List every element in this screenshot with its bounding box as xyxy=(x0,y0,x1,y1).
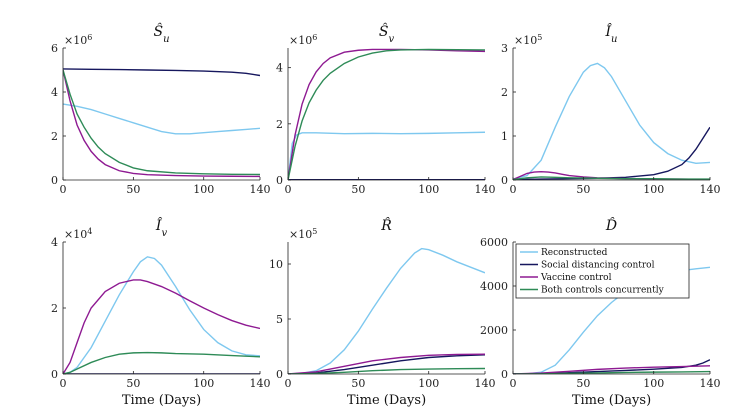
panel-5-y-tick-label-1: 2000 xyxy=(480,324,508,337)
panel-2-y-tick-label-2: 2 xyxy=(501,86,508,99)
panel-4: 0 50 100 140 0 5 10 ×105 R̂ Time (Days) xyxy=(269,216,496,408)
panel-5-xlabel: Time (Days) xyxy=(572,393,651,408)
panel-2-multiplier: ×105 xyxy=(514,33,542,48)
panel-0-y-tick-label-1: 2 xyxy=(51,130,58,143)
panel-5-x-tick-label-0: 0 xyxy=(510,377,517,390)
panel-3-xlabel: Time (Days) xyxy=(122,393,201,408)
panel-4-x-tick-label-2: 100 xyxy=(418,377,439,390)
panel-4-x-tick-label-3: 140 xyxy=(475,377,496,390)
panel-1-x-tick-label-2: 100 xyxy=(418,183,439,196)
panel-2-x-tick-label-1: 50 xyxy=(576,183,590,196)
panel-4-y-tick-label-2: 10 xyxy=(269,258,283,271)
panel-3-multiplier: ×104 xyxy=(64,227,92,242)
panel-2-series-0-line xyxy=(513,62,710,180)
panel-0-y-tick-label-3: 6 xyxy=(51,42,58,55)
panel-5-x-tick-label-3: 140 xyxy=(700,377,721,390)
panel-4-series-0-line xyxy=(288,247,485,374)
panel-4-multiplier: ×105 xyxy=(289,227,317,242)
panel-1-multiplier: ×106 xyxy=(289,33,317,48)
panel-4-xlabel: Time (Days) xyxy=(347,393,426,408)
panel-1-series-2-line xyxy=(288,48,485,180)
panel-5-title: D̂ xyxy=(605,216,617,234)
panel-2-x-tick-label-2: 100 xyxy=(643,183,664,196)
panel-0-x-tick-label-2: 100 xyxy=(193,183,214,196)
panel-0-y-tick-label-2: 4 xyxy=(51,86,58,99)
panel-4-y-tick-label-1: 5 xyxy=(276,313,283,326)
panel-0-series-3-line xyxy=(63,69,260,176)
panel-0-series-2-line xyxy=(63,69,260,178)
panel-0-x-tick-label-3: 140 xyxy=(250,183,271,196)
panel-5-x-tick-label-2: 100 xyxy=(643,377,664,390)
panel-5-y-tick-label-0: 0 xyxy=(501,368,508,381)
panel-0-title: Ŝu xyxy=(153,22,169,45)
panel-0: 0 50 100 140 0 2 4 6 ×106 Ŝu xyxy=(51,22,271,196)
panel-2-title: Îu xyxy=(605,22,618,45)
panel-3-x-tick-label-2: 100 xyxy=(193,377,214,390)
panel-0-multiplier: ×106 xyxy=(64,33,92,48)
panel-1-y-tick-label-0: 0 xyxy=(276,174,283,187)
panel-5-y-tick-label-3: 6000 xyxy=(480,236,508,249)
panel-4-series-1-line xyxy=(288,354,485,374)
legend-label-0: Reconstructed xyxy=(541,248,608,258)
panel-3-y-tick-label-0: 0 xyxy=(51,368,58,381)
panel-3-series-2-line xyxy=(63,279,260,374)
panel-3: 0 50 100 140 0 2 4 ×104 Îv Time (Days) xyxy=(51,216,271,408)
legend-label-1: Social distancing control xyxy=(541,261,655,271)
panel-0-x-tick-label-1: 50 xyxy=(126,183,140,196)
panel-4-x-tick-label-0: 0 xyxy=(285,377,292,390)
legend-label-2: Vaccine control xyxy=(540,273,612,283)
panel-0-series-1-line xyxy=(63,68,260,77)
panel-0-series-0-line xyxy=(63,103,260,135)
panel-2-y-tick-label-1: 1 xyxy=(501,130,508,143)
panel-1-title: Ŝv xyxy=(379,22,395,45)
panel-3-title: Îv xyxy=(155,216,168,239)
panel-5-x-tick-label-1: 50 xyxy=(576,377,590,390)
panel-2-x-tick-label-3: 140 xyxy=(700,183,721,196)
panel-2-y-tick-label-3: 3 xyxy=(501,42,508,55)
panel-3-series-0-line xyxy=(63,256,260,374)
panel-0-x-tick-label-0: 0 xyxy=(60,183,67,196)
panel-0-y-tick-label-0: 0 xyxy=(51,174,58,187)
panel-5-series-2-line xyxy=(513,365,710,374)
panel-1-series-0-line xyxy=(288,131,485,180)
panel-4-y-tick-label-0: 0 xyxy=(276,368,283,381)
panel-1-y-tick-label-1: 2 xyxy=(276,118,283,131)
panel-1-x-tick-label-3: 140 xyxy=(475,183,496,196)
panel-3-x-tick-label-0: 0 xyxy=(60,377,67,390)
panel-3-series-3-line xyxy=(63,351,260,374)
legend-box xyxy=(515,243,690,299)
panel-2-series-1-line xyxy=(513,126,710,180)
panel-1-x-tick-label-1: 50 xyxy=(351,183,365,196)
panel-4-title: R̂ xyxy=(380,216,392,234)
panel-3-y-tick-label-2: 4 xyxy=(51,236,58,249)
panel-4-series-3-line xyxy=(288,367,485,374)
panel-3-y-tick-label-1: 2 xyxy=(51,302,58,315)
panel-2-y-tick-label-0: 0 xyxy=(501,174,508,187)
panel-1: 0 50 100 140 0 2 4 ×106 Ŝv xyxy=(276,22,496,196)
panel-1-y-tick-label-2: 4 xyxy=(276,62,283,75)
panel-5-y-tick-label-2: 4000 xyxy=(480,280,508,293)
panel-1-x-tick-label-0: 0 xyxy=(285,183,292,196)
panel-2-x-tick-label-0: 0 xyxy=(510,183,517,196)
panel-4-series-2-line xyxy=(288,353,485,374)
panel-4-x-tick-label-1: 50 xyxy=(351,377,365,390)
legend: Reconstructed Social distancing control Va… xyxy=(515,243,690,299)
panel-1-series-3-line xyxy=(288,48,485,180)
panel-3-x-tick-label-1: 50 xyxy=(126,377,140,390)
panel-3-x-tick-label-3: 140 xyxy=(250,377,271,390)
legend-label-3: Both controls concurrently xyxy=(541,286,665,296)
panel-2: 0 50 100 140 0 1 2 3 ×105 Îu xyxy=(501,22,721,196)
